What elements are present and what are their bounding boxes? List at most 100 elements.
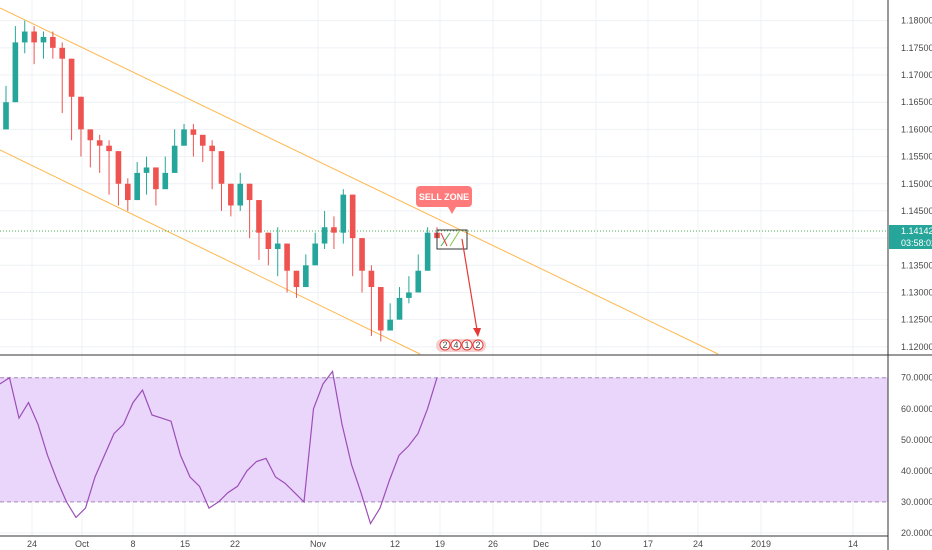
- candle-body: [31, 31, 37, 43]
- candle: [40, 31, 47, 59]
- y-tick-label: 1.12500: [901, 315, 932, 325]
- x-tick-label: 8: [130, 539, 135, 549]
- candle: [153, 167, 159, 206]
- candle: [359, 238, 365, 293]
- candle: [312, 232, 319, 266]
- candle: [265, 232, 272, 266]
- candle-body: [209, 145, 215, 152]
- candle-body: [143, 167, 150, 173]
- candle-body: [303, 265, 309, 288]
- y-tick-label: 1.13000: [901, 287, 932, 297]
- pattern-badge-label: 2: [475, 340, 480, 350]
- candle: [31, 26, 37, 65]
- rsi-tick-label: 70.0000: [901, 373, 932, 383]
- x-tick-label: 15: [180, 539, 190, 549]
- candle: [50, 31, 56, 59]
- candle-body: [68, 58, 75, 97]
- price-tag-label: 1.14142: [901, 226, 932, 236]
- candle: [21, 20, 28, 54]
- x-tick-label: 10: [591, 539, 601, 549]
- candle-body: [162, 172, 169, 190]
- rsi-levels: [0, 377, 888, 503]
- rsi-line: [0, 370, 438, 526]
- candle: [171, 129, 178, 173]
- candle: [284, 243, 290, 293]
- candle-body: [190, 129, 197, 135]
- rsi-axis[interactable]: 70.0000 60.0000 50.0000 40.0000 30.0000 20.00…: [901, 373, 932, 538]
- pattern-badge-label: 2: [442, 340, 447, 350]
- price-axis[interactable]: 1.18000 1.17500 1.17000 1.16500 1.16000 1.155…: [901, 16, 932, 352]
- candle-body: [349, 194, 356, 239]
- pattern-badge: [472, 339, 484, 351]
- candle-body: [153, 167, 159, 190]
- pattern-up-stroke: [440, 232, 451, 247]
- candle: [218, 151, 225, 211]
- candle-body: [87, 129, 94, 141]
- candle: [106, 140, 112, 195]
- pattern-down-stroke: [440, 232, 448, 247]
- sell-zone-box[interactable]: [436, 229, 468, 250]
- channel-upper-line[interactable]: [0, 7, 719, 355]
- channel-lower-line[interactable]: [0, 149, 421, 355]
- candle-body: [359, 238, 365, 271]
- candle: [228, 183, 234, 217]
- rsi-tick-label: 40.0000: [901, 466, 932, 476]
- drawings[interactable]: [436, 229, 481, 337]
- candle-body: [12, 42, 19, 103]
- candle: [78, 96, 84, 157]
- candle: [190, 123, 197, 157]
- y-tick-label: 1.17500: [901, 43, 932, 53]
- candle-body: [3, 102, 9, 130]
- pattern-badge: [439, 339, 451, 351]
- candle-body: [274, 243, 281, 249]
- candle: [293, 270, 300, 298]
- sell-arrow-head: [473, 328, 481, 337]
- candle-body: [237, 183, 244, 206]
- x-tick-label: Oct: [75, 539, 90, 549]
- candle: [124, 178, 131, 211]
- x-tick-label: Nov: [310, 539, 327, 549]
- pattern-badge-label: 1: [464, 340, 469, 350]
- candle-body: [377, 287, 384, 331]
- sell-zone-callout[interactable]: SELL ZONE: [416, 186, 472, 214]
- candle: [256, 200, 262, 260]
- rsi-tick-label: 20.0000: [901, 528, 932, 538]
- channel-lines[interactable]: [0, 7, 719, 355]
- candle-body: [106, 145, 112, 152]
- candle-body: [78, 96, 84, 130]
- candle-body: [293, 270, 300, 288]
- candle: [87, 129, 94, 168]
- candle-body: [368, 270, 375, 288]
- candle: [115, 151, 122, 206]
- time-axis[interactable]: 24 Oct 8 15 22 Nov 12 19 26 Dec 10 17 24 2019 14: [27, 539, 858, 549]
- candle-body: [115, 151, 122, 184]
- x-tick-label: 26: [488, 539, 498, 549]
- candle-body: [124, 183, 131, 201]
- x-tick-label: 24: [693, 539, 703, 549]
- countdown-tag-label: 03:58:02: [901, 238, 932, 248]
- candle: [321, 210, 328, 249]
- price-tag-box: [889, 225, 932, 237]
- candles: [3, 20, 440, 342]
- candle: [274, 227, 281, 277]
- x-tick-label: 2019: [751, 539, 771, 549]
- callout-box: [416, 186, 472, 207]
- candle-body: [387, 319, 393, 331]
- candle-body: [96, 140, 103, 146]
- candle: [209, 140, 215, 190]
- y-tick-label: 1.16500: [901, 97, 932, 107]
- candle: [377, 287, 384, 342]
- candle: [134, 162, 140, 201]
- candle: [368, 265, 375, 336]
- candle: [181, 123, 187, 146]
- candle: [68, 58, 75, 141]
- candle-body: [265, 232, 272, 249]
- candle-body: [134, 172, 140, 201]
- sell-arrow-line[interactable]: [461, 238, 478, 331]
- candle-body: [256, 200, 262, 233]
- candle-body: [331, 227, 337, 233]
- candle-body: [396, 297, 403, 320]
